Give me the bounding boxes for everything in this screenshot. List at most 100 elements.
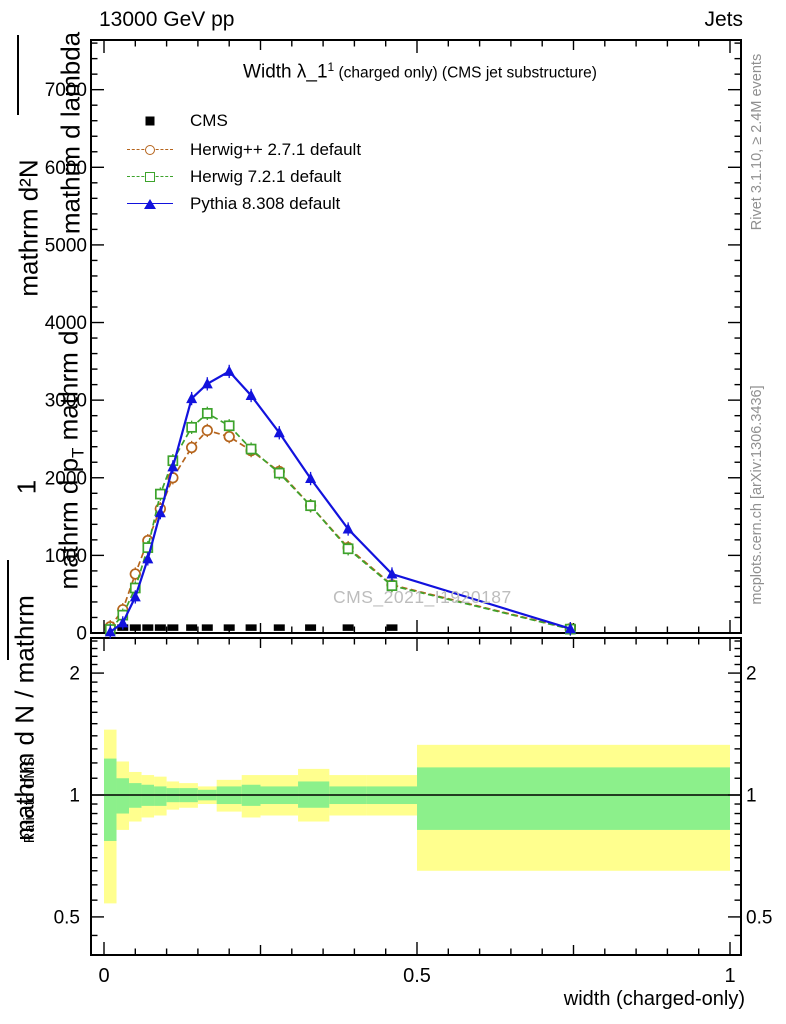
- data-point-circle: [223, 430, 235, 443]
- legend-item-cms: CMS: [127, 111, 228, 130]
- x-axis-title: width (charged-only): [563, 988, 745, 1010]
- data-point-filled-square: [129, 624, 141, 631]
- legend-label: Herwig 7.2.1 default: [190, 167, 342, 186]
- y-axis-tick-label: 6000: [45, 158, 87, 179]
- legend-swatch: [127, 114, 173, 128]
- data-point-triangle: [117, 616, 129, 628]
- ratio-tick-label-left: 2: [69, 664, 80, 685]
- data-point-filled-square: [201, 624, 213, 631]
- y-axis-tick-label: 1000: [45, 546, 87, 567]
- analysis-id-watermark: CMS_2021_I1920187: [333, 587, 512, 607]
- data-point-triangle: [273, 426, 285, 438]
- plot-title-superscript: 1: [327, 60, 335, 74]
- data-point-triangle: [245, 389, 257, 400]
- data-point-square: [186, 421, 197, 433]
- data-point-square: [223, 420, 235, 432]
- legend-swatch: [127, 197, 173, 211]
- legend-item-pythia: Pythia 8.308 default: [127, 194, 341, 213]
- y-axis-label-fragment-one: 1: [11, 479, 42, 495]
- data-point-circle: [129, 568, 141, 580]
- mcplots-reference-note: mcplots.cern.ch [arXiv:1306.3436]: [749, 385, 765, 605]
- data-point-filled-square: [273, 624, 285, 631]
- data-point-filled-square: [245, 624, 257, 631]
- data-point-triangle: [167, 460, 179, 472]
- plot-title-main: Width λ_1: [243, 61, 328, 83]
- y-axis-tick-label: 2000: [45, 468, 87, 489]
- legend-swatch: [127, 170, 173, 184]
- y-axis-label-fragment-dpt: mathrm d pT mathrm d: [53, 331, 88, 590]
- y-axis-tick-label: 5000: [45, 235, 87, 256]
- legend-swatch: [127, 143, 173, 157]
- data-point-filled-square: [305, 624, 317, 631]
- cms-marker-icon: [145, 116, 155, 126]
- x-axis-tick-label: 1: [724, 965, 735, 987]
- analysis-group-label: Jets: [704, 8, 743, 31]
- plot-title-qualifier: (charged only) (CMS jet substructure): [334, 64, 597, 82]
- data-point-triangle: [564, 622, 576, 634]
- herwig7-marker-icon: [145, 172, 155, 182]
- data-point-triangle: [223, 365, 235, 376]
- data-point-square: [305, 500, 316, 512]
- data-point-triangle: [342, 522, 354, 534]
- data-point-square: [245, 443, 257, 455]
- data-point-filled-square: [154, 624, 166, 631]
- data-point-circle: [201, 424, 213, 437]
- data-point-triangle: [201, 377, 213, 389]
- data-point-triangle: [104, 625, 116, 637]
- main-panel-frame: [90, 39, 742, 634]
- ratio-tick-label-left: 1: [69, 786, 80, 807]
- plot-title: Width λ_11 (charged only) (CMS jet subst…: [130, 60, 710, 83]
- legend-label: CMS: [190, 111, 228, 130]
- fraction-bar: [17, 35, 19, 115]
- y-axis-label-fragment-dp: mathrm d p: [53, 457, 84, 590]
- y-axis-label-fragment-dlambda: mathrm d lambda: [55, 31, 86, 235]
- y-axis-label-fragment-pt-sub: T: [68, 447, 88, 458]
- beam-energy-label: 13000 GeV pp: [99, 8, 235, 31]
- data-point-filled-square: [167, 624, 179, 631]
- data-point-square: [273, 467, 285, 479]
- data-point-filled-square: [142, 624, 154, 631]
- x-axis-tick-label: 0.5: [403, 965, 431, 987]
- data-point-triangle: [129, 590, 141, 602]
- data-point-square: [342, 543, 354, 555]
- data-point-square: [386, 580, 398, 592]
- y-axis-tick-label: 0: [76, 624, 87, 645]
- ratio-panel-frame: [90, 637, 742, 956]
- ratio-tick-label-right: 2: [746, 664, 757, 685]
- data-point-triangle: [186, 392, 198, 404]
- data-point-square: [201, 407, 213, 419]
- herwigpp-marker-icon: [145, 145, 155, 155]
- data-point-filled-square: [186, 624, 198, 631]
- data-point-triangle: [305, 472, 317, 484]
- data-point-circle: [185, 441, 198, 454]
- ratio-green-band: [417, 767, 730, 830]
- legend-label: Herwig++ 2.7.1 default: [190, 140, 362, 159]
- data-point-triangle: [386, 568, 398, 579]
- y-axis-tick-label: 4000: [45, 313, 87, 334]
- legend-item-herwig7: Herwig 7.2.1 default: [127, 167, 342, 186]
- legend-item-herwigpp: Herwig++ 2.7.1 default: [127, 140, 362, 159]
- legend-label: Pythia 8.308 default: [190, 194, 341, 213]
- data-point-square: [142, 542, 154, 553]
- ratio-tick-label-right: 0.5: [746, 907, 772, 928]
- ratio-tick-label-right: 1: [746, 786, 757, 807]
- data-point-filled-square: [386, 624, 398, 631]
- ratio-green-band: [154, 786, 167, 806]
- data-point-triangle: [154, 506, 166, 518]
- rivet-version-note: Rivet 3.1.10, ≥ 2.4M events: [749, 53, 765, 231]
- ratio-green-band: [116, 778, 130, 814]
- fraction-bar: [7, 560, 9, 660]
- y-axis-tick-label: 7000: [45, 80, 87, 101]
- pythia-marker-icon: [144, 199, 156, 209]
- y-axis-label-fragment-d2n: mathrm d²N: [13, 159, 44, 297]
- data-point-filled-square: [342, 624, 354, 631]
- y-axis-tick-label: 3000: [45, 391, 87, 412]
- ratio-tick-label-left: 0.5: [54, 907, 80, 928]
- data-point-triangle: [142, 552, 154, 564]
- y-axis-label-fragment-dp2: mathrm d: [53, 330, 84, 448]
- ratio-green-band: [104, 758, 117, 841]
- ratio-axis-label: Ratio to CMS: [22, 756, 38, 844]
- x-axis-tick-label: 0: [98, 965, 109, 987]
